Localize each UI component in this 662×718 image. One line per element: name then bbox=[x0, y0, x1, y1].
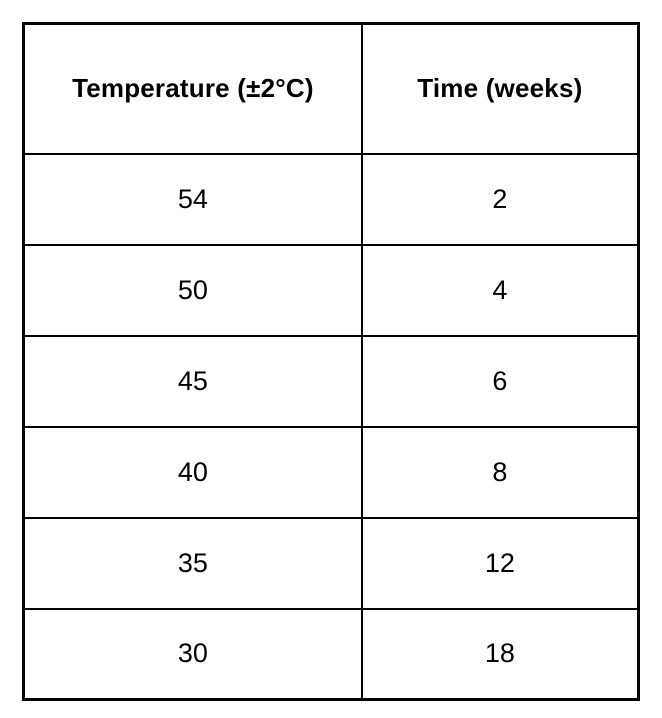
time-cell: 4 bbox=[360, 243, 640, 337]
temperature-cell: 30 bbox=[22, 607, 363, 701]
time-cell: 2 bbox=[360, 152, 640, 246]
time-cell: 12 bbox=[360, 516, 640, 610]
time-cell: 6 bbox=[360, 334, 640, 428]
table-row: 35 12 bbox=[22, 516, 640, 610]
table-row: 30 18 bbox=[22, 607, 640, 701]
temperature-cell: 45 bbox=[22, 334, 363, 428]
table-row: 54 2 bbox=[22, 152, 640, 246]
temperature-time-table: Temperature (±2°C) Time (weeks) 54 2 50 … bbox=[22, 22, 640, 701]
table-row: 45 6 bbox=[22, 334, 640, 428]
time-cell: 18 bbox=[360, 607, 640, 701]
temperature-cell: 40 bbox=[22, 425, 363, 519]
temperature-header: Temperature (±2°C) bbox=[22, 22, 363, 155]
table-row: 50 4 bbox=[22, 243, 640, 337]
time-cell: 8 bbox=[360, 425, 640, 519]
header-row: Temperature (±2°C) Time (weeks) bbox=[22, 22, 640, 155]
table-row: 40 8 bbox=[22, 425, 640, 519]
temperature-cell: 50 bbox=[22, 243, 363, 337]
temperature-cell: 54 bbox=[22, 152, 363, 246]
temperature-cell: 35 bbox=[22, 516, 363, 610]
time-header: Time (weeks) bbox=[360, 22, 640, 155]
